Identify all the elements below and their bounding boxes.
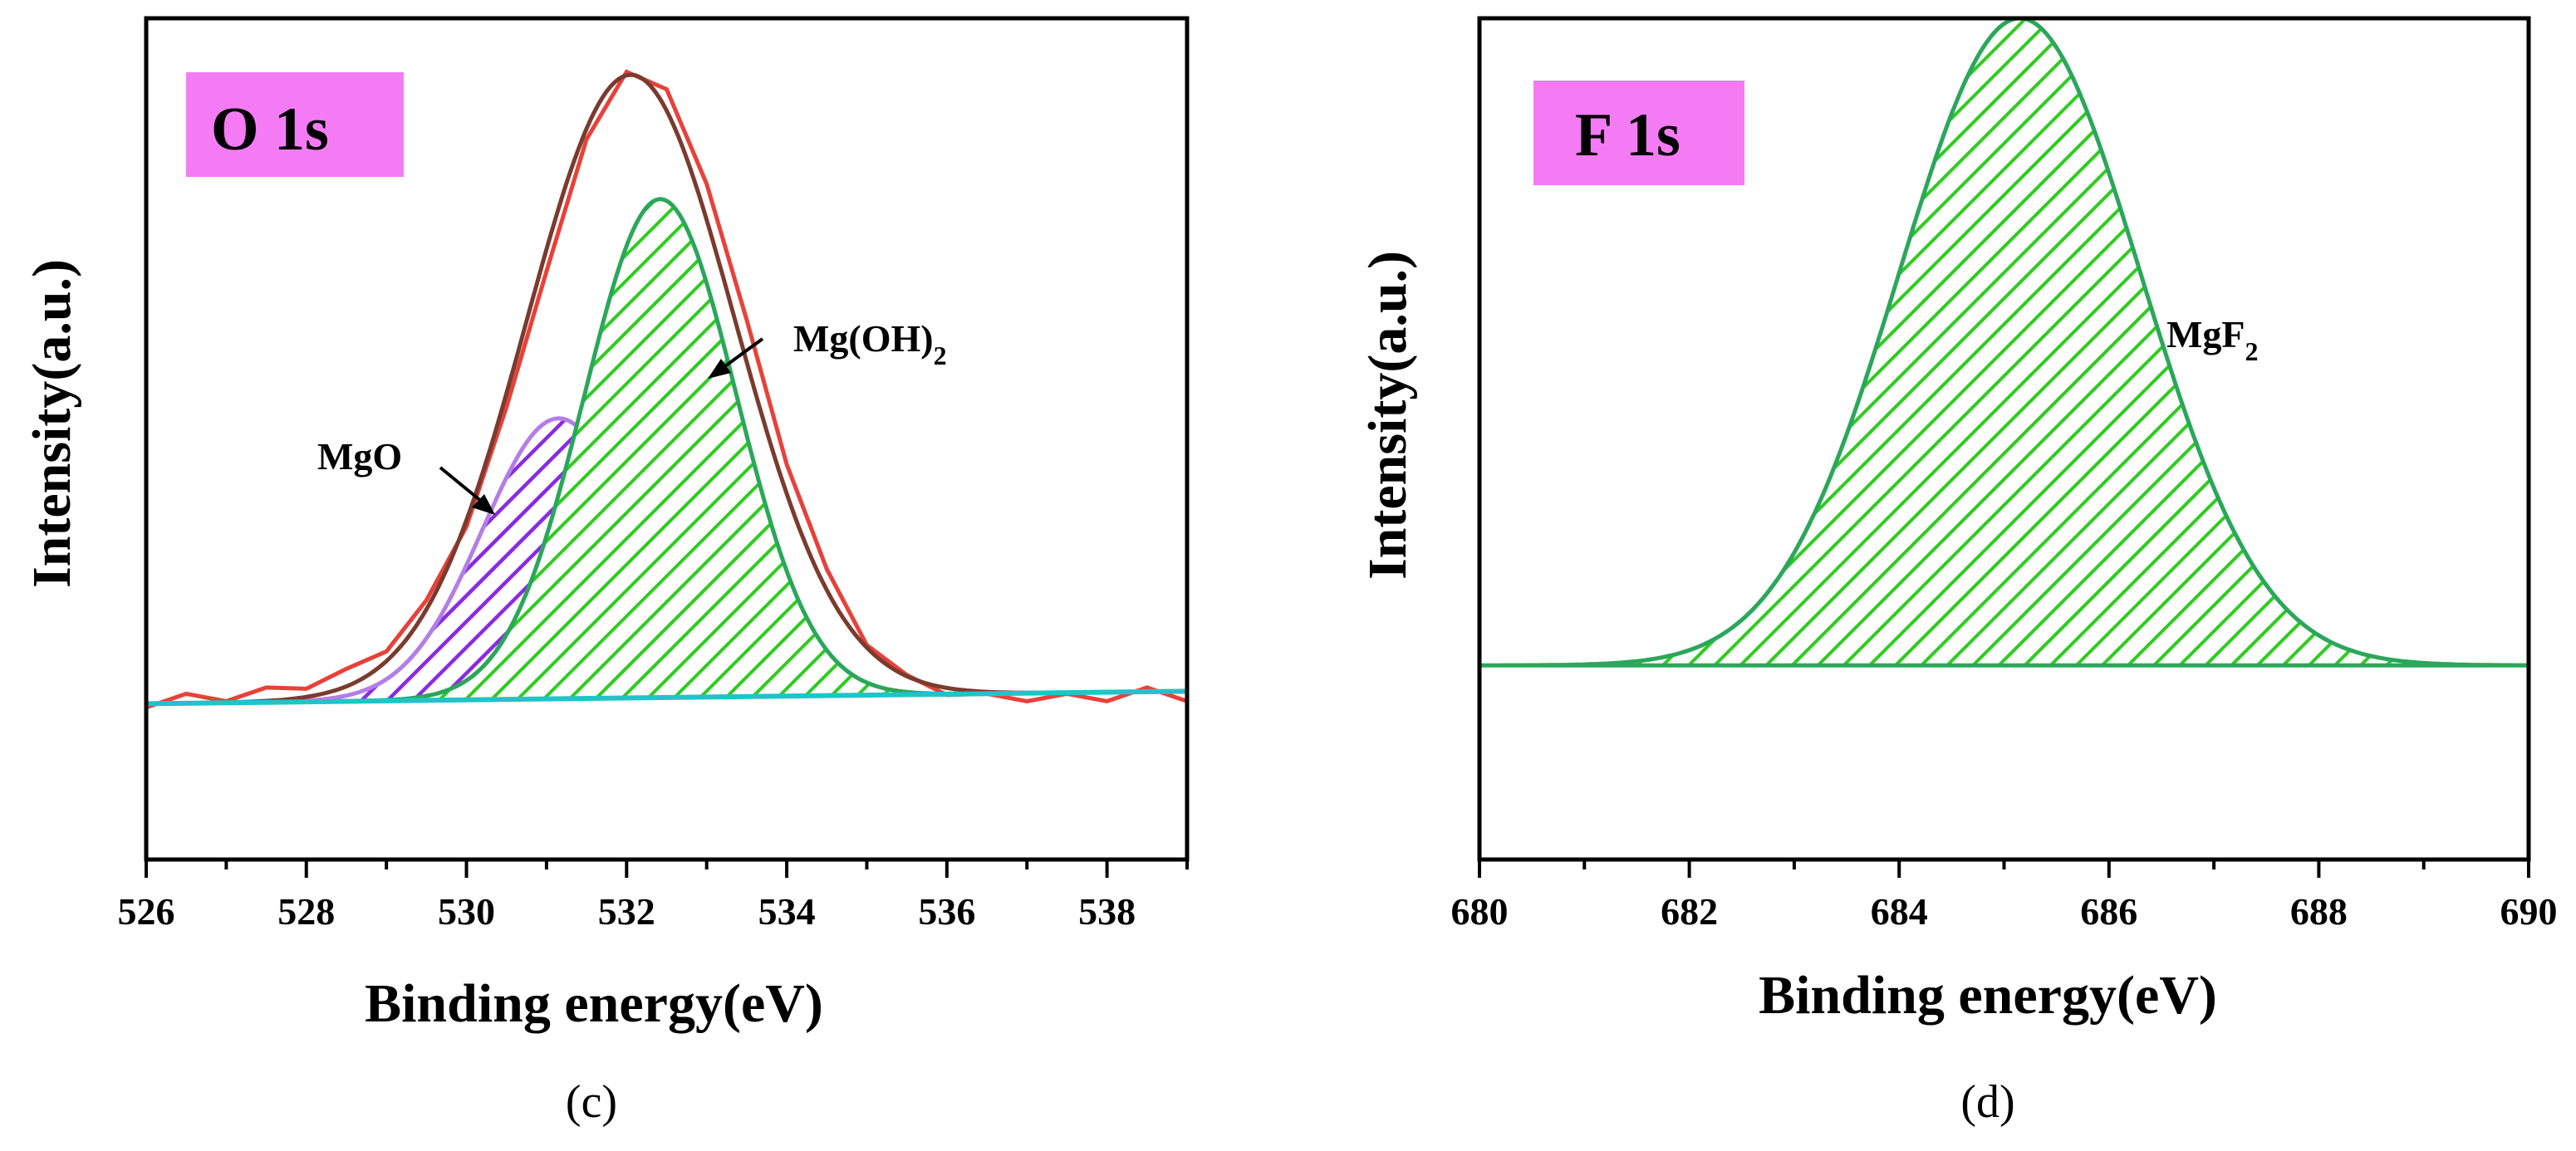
x-axis-label-o1s: Binding energy(eV) [365,973,823,1034]
o1s-tick-label-534: 534 [758,890,816,933]
annotation-mgoh2-arrow [721,337,764,370]
o1s-tick-label-532: 532 [598,890,655,933]
f1s-tick-label-682: 682 [1661,890,1718,933]
o1s-tick-label-536: 536 [918,890,975,933]
annotation-mgoh2-arrowhead [708,359,731,379]
background-line [146,688,1187,707]
o1s-tick-label-526: 526 [118,890,175,933]
o1s-tick-label-528: 528 [277,890,335,933]
f1s-tick-label-688: 688 [2290,890,2348,933]
f1s-tick-label-680: 680 [1451,890,1509,933]
mgf2-component-area [1479,18,2529,668]
chart-title-f1s: F 1s [1575,101,1681,169]
title-box-o1s [186,72,404,177]
annotation-mgo-arrowhead [472,494,495,515]
x-axis-label-f1s: Binding energy(eV) [1759,965,2217,1026]
o1s-tick-label-538: 538 [1078,890,1136,933]
annotation-mgo: MgO [317,435,402,478]
title-box-f1s [1533,81,1744,185]
y-axis-label-f1s: Intensity(a.u.) [1357,251,1418,580]
annotation-mgf2: MgF2 [2166,313,2259,366]
f1s-tick-label-690: 690 [2500,890,2558,933]
f1s-tick-label-684: 684 [1871,890,1928,933]
chart-title-o1s: O 1s [211,96,329,164]
annotation-mgoh2: Mg(OH)2 [793,317,947,370]
o1s-tick-label-530: 530 [438,890,495,933]
axes-frame-o1s [144,16,1190,862]
x-ticks-f1s: 680 682 684 686 688 690 [1451,860,2558,933]
plot-area-o1s [146,69,1187,710]
f1s-tick-label-686: 686 [2080,890,2137,933]
annotation-mgo-arrow [439,466,483,503]
chart-o1s: 526 528 530 532 534 536 538 O 1s Binding energ… [22,16,1190,1128]
y-axis-label-o1s: Intensity(a.u.) [22,259,82,588]
x-ticks-o1s: 526 528 530 532 534 536 538 [118,860,1189,933]
chart-f1s: 680 682 684 686 688 690 F 1s Binding energy(e… [1357,16,2558,1128]
panel-label-d: (d) [1960,1076,2014,1128]
panel-label-c: (c) [566,1076,617,1128]
raw-data-line [146,69,1187,710]
plot-area-f1s [1479,18,2529,668]
